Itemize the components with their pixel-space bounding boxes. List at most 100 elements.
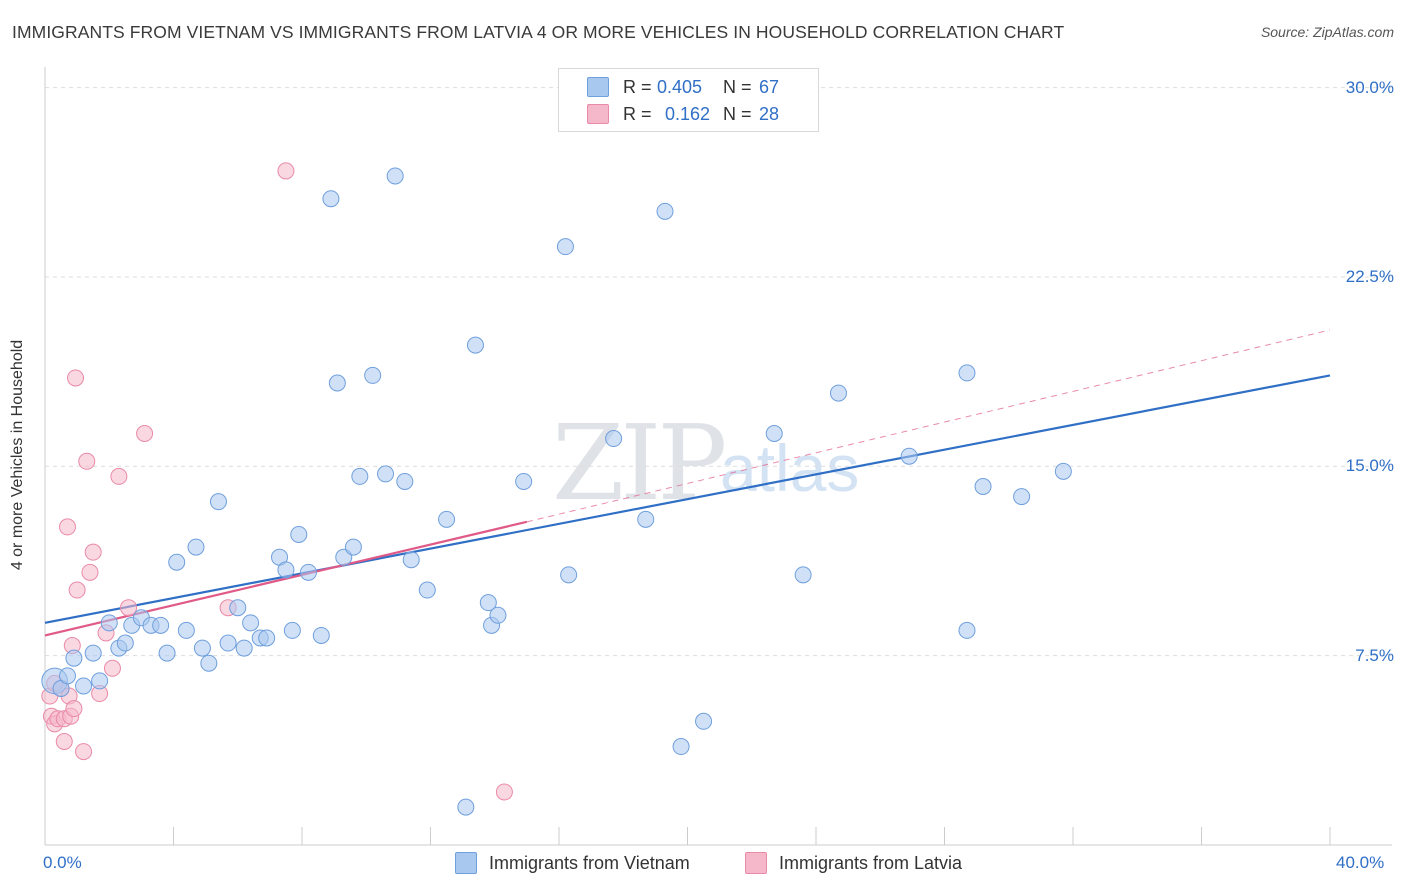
bottom-legend-swatch-vietnam [455,852,477,874]
data-point-vietnam [322,190,340,208]
data-point-vietnam [58,667,76,685]
data-point-vietnam [958,364,976,382]
y-tick-label: 7.5% [1355,645,1394,665]
data-point-vietnam [158,644,176,662]
data-point-vietnam [515,472,533,490]
data-point-vietnam [229,599,247,617]
data-point-vietnam [187,538,205,556]
chart-title: IMMIGRANTS FROM VIETNAM VS IMMIGRANTS FR… [12,22,1065,42]
trendline-latvia [44,520,528,637]
data-point-vietnam [283,621,301,639]
legend-r-label: R = [623,76,652,97]
data-point-vietnam [1054,462,1072,480]
data-point-latvia [67,369,85,387]
data-point-vietnam [900,447,918,465]
legend-r-value: 0.162 [665,103,711,124]
data-point-vietnam [200,654,218,672]
data-point-latvia [78,452,96,470]
data-point-vietnam [328,374,346,392]
data-point-vietnam [457,798,475,816]
legend-r-value: 0.405 [657,76,703,97]
legend-n-label: N = [723,76,752,97]
watermark-zip: ZIP [552,402,727,524]
data-point-vietnam [656,202,674,220]
data-point-vietnam [637,510,655,528]
data-point-vietnam [344,538,362,556]
data-point-vietnam [489,606,507,624]
y-tick-label: 22.5% [1345,266,1394,286]
data-point-latvia [58,518,76,536]
watermark-atlas: atlas [720,431,860,505]
data-point-vietnam [235,639,253,657]
data-point-vietnam [91,672,109,690]
data-point-vietnam [695,712,713,730]
data-point-vietnam [299,563,317,581]
bottom-legend-swatch-latvia [745,852,767,874]
legend-n-value: 67 [759,76,780,97]
legend-r-label: R = [623,103,652,124]
data-point-latvia [110,467,128,485]
source-label: Source: ZipAtlas.com [1260,24,1394,40]
x-tick-label-max: 40.0% [1336,853,1385,872]
data-point-vietnam [402,551,420,569]
data-point-vietnam [193,639,211,657]
data-point-vietnam [152,616,170,634]
data-point-vietnam [364,366,382,384]
legend-swatch-latvia [587,104,609,124]
data-point-vietnam [974,478,992,496]
data-point-latvia [136,424,154,442]
data-point-vietnam [672,738,690,756]
legend-row-vietnam: R = 0.405 N = 67 [587,75,779,99]
legend-n-label: N = [723,103,752,124]
data-point-vietnam [177,621,195,639]
data-point-latvia [65,700,83,718]
data-point-vietnam [794,566,812,584]
gridlines [45,87,1392,657]
data-point-latvia [103,659,121,677]
data-point-vietnam [466,336,484,354]
data-point-vietnam [386,167,404,185]
data-point-vietnam [829,384,847,402]
bottom-legend-label-vietnam: Immigrants from Vietnam [489,852,690,873]
data-point-vietnam [351,467,369,485]
data-point-latvia [81,563,99,581]
data-point-vietnam [958,621,976,639]
data-point-vietnam [65,649,83,667]
data-point-vietnam [277,561,295,579]
data-point-vietnam [219,634,237,652]
legend-swatch-vietnam [587,77,609,97]
data-point-latvia [120,599,138,617]
data-point-vietnam [258,629,276,647]
vietnam-points [41,167,1072,816]
data-point-vietnam [242,614,260,632]
data-point-latvia [75,743,93,761]
data-point-vietnam [556,238,574,256]
trendlines [44,329,1331,637]
axes [44,67,1392,846]
data-point-latvia [55,732,73,750]
data-point-vietnam [168,553,186,571]
data-point-vietnam [396,472,414,490]
trendline-vietnam [44,374,1331,624]
data-point-latvia [277,162,295,180]
bottom-legend-label-latvia: Immigrants from Latvia [779,852,963,873]
trendline-latvia-extended [526,329,1331,523]
bottom-legend-latvia: Immigrants from Latvia [745,852,962,874]
data-point-latvia [84,543,102,561]
correlation-legend: R = 0.405 N = 67 R = 0.162 N = 28 [558,68,819,132]
data-point-vietnam [605,430,623,448]
data-point-vietnam [290,525,308,543]
data-point-vietnam [209,493,227,511]
data-point-latvia [495,783,513,801]
y-axis-label: 4 or more Vehicles in Household [9,339,26,571]
y-tick-label: 15.0% [1345,456,1394,476]
data-point-vietnam [438,510,456,528]
latvia-points [41,162,513,801]
data-point-vietnam [100,614,118,632]
data-point-vietnam [116,634,134,652]
bottom-legend-vietnam: Immigrants from Vietnam [455,852,690,874]
data-point-vietnam [765,424,783,442]
data-point-vietnam [377,465,395,483]
y-tick-label: 30.0% [1345,77,1394,97]
